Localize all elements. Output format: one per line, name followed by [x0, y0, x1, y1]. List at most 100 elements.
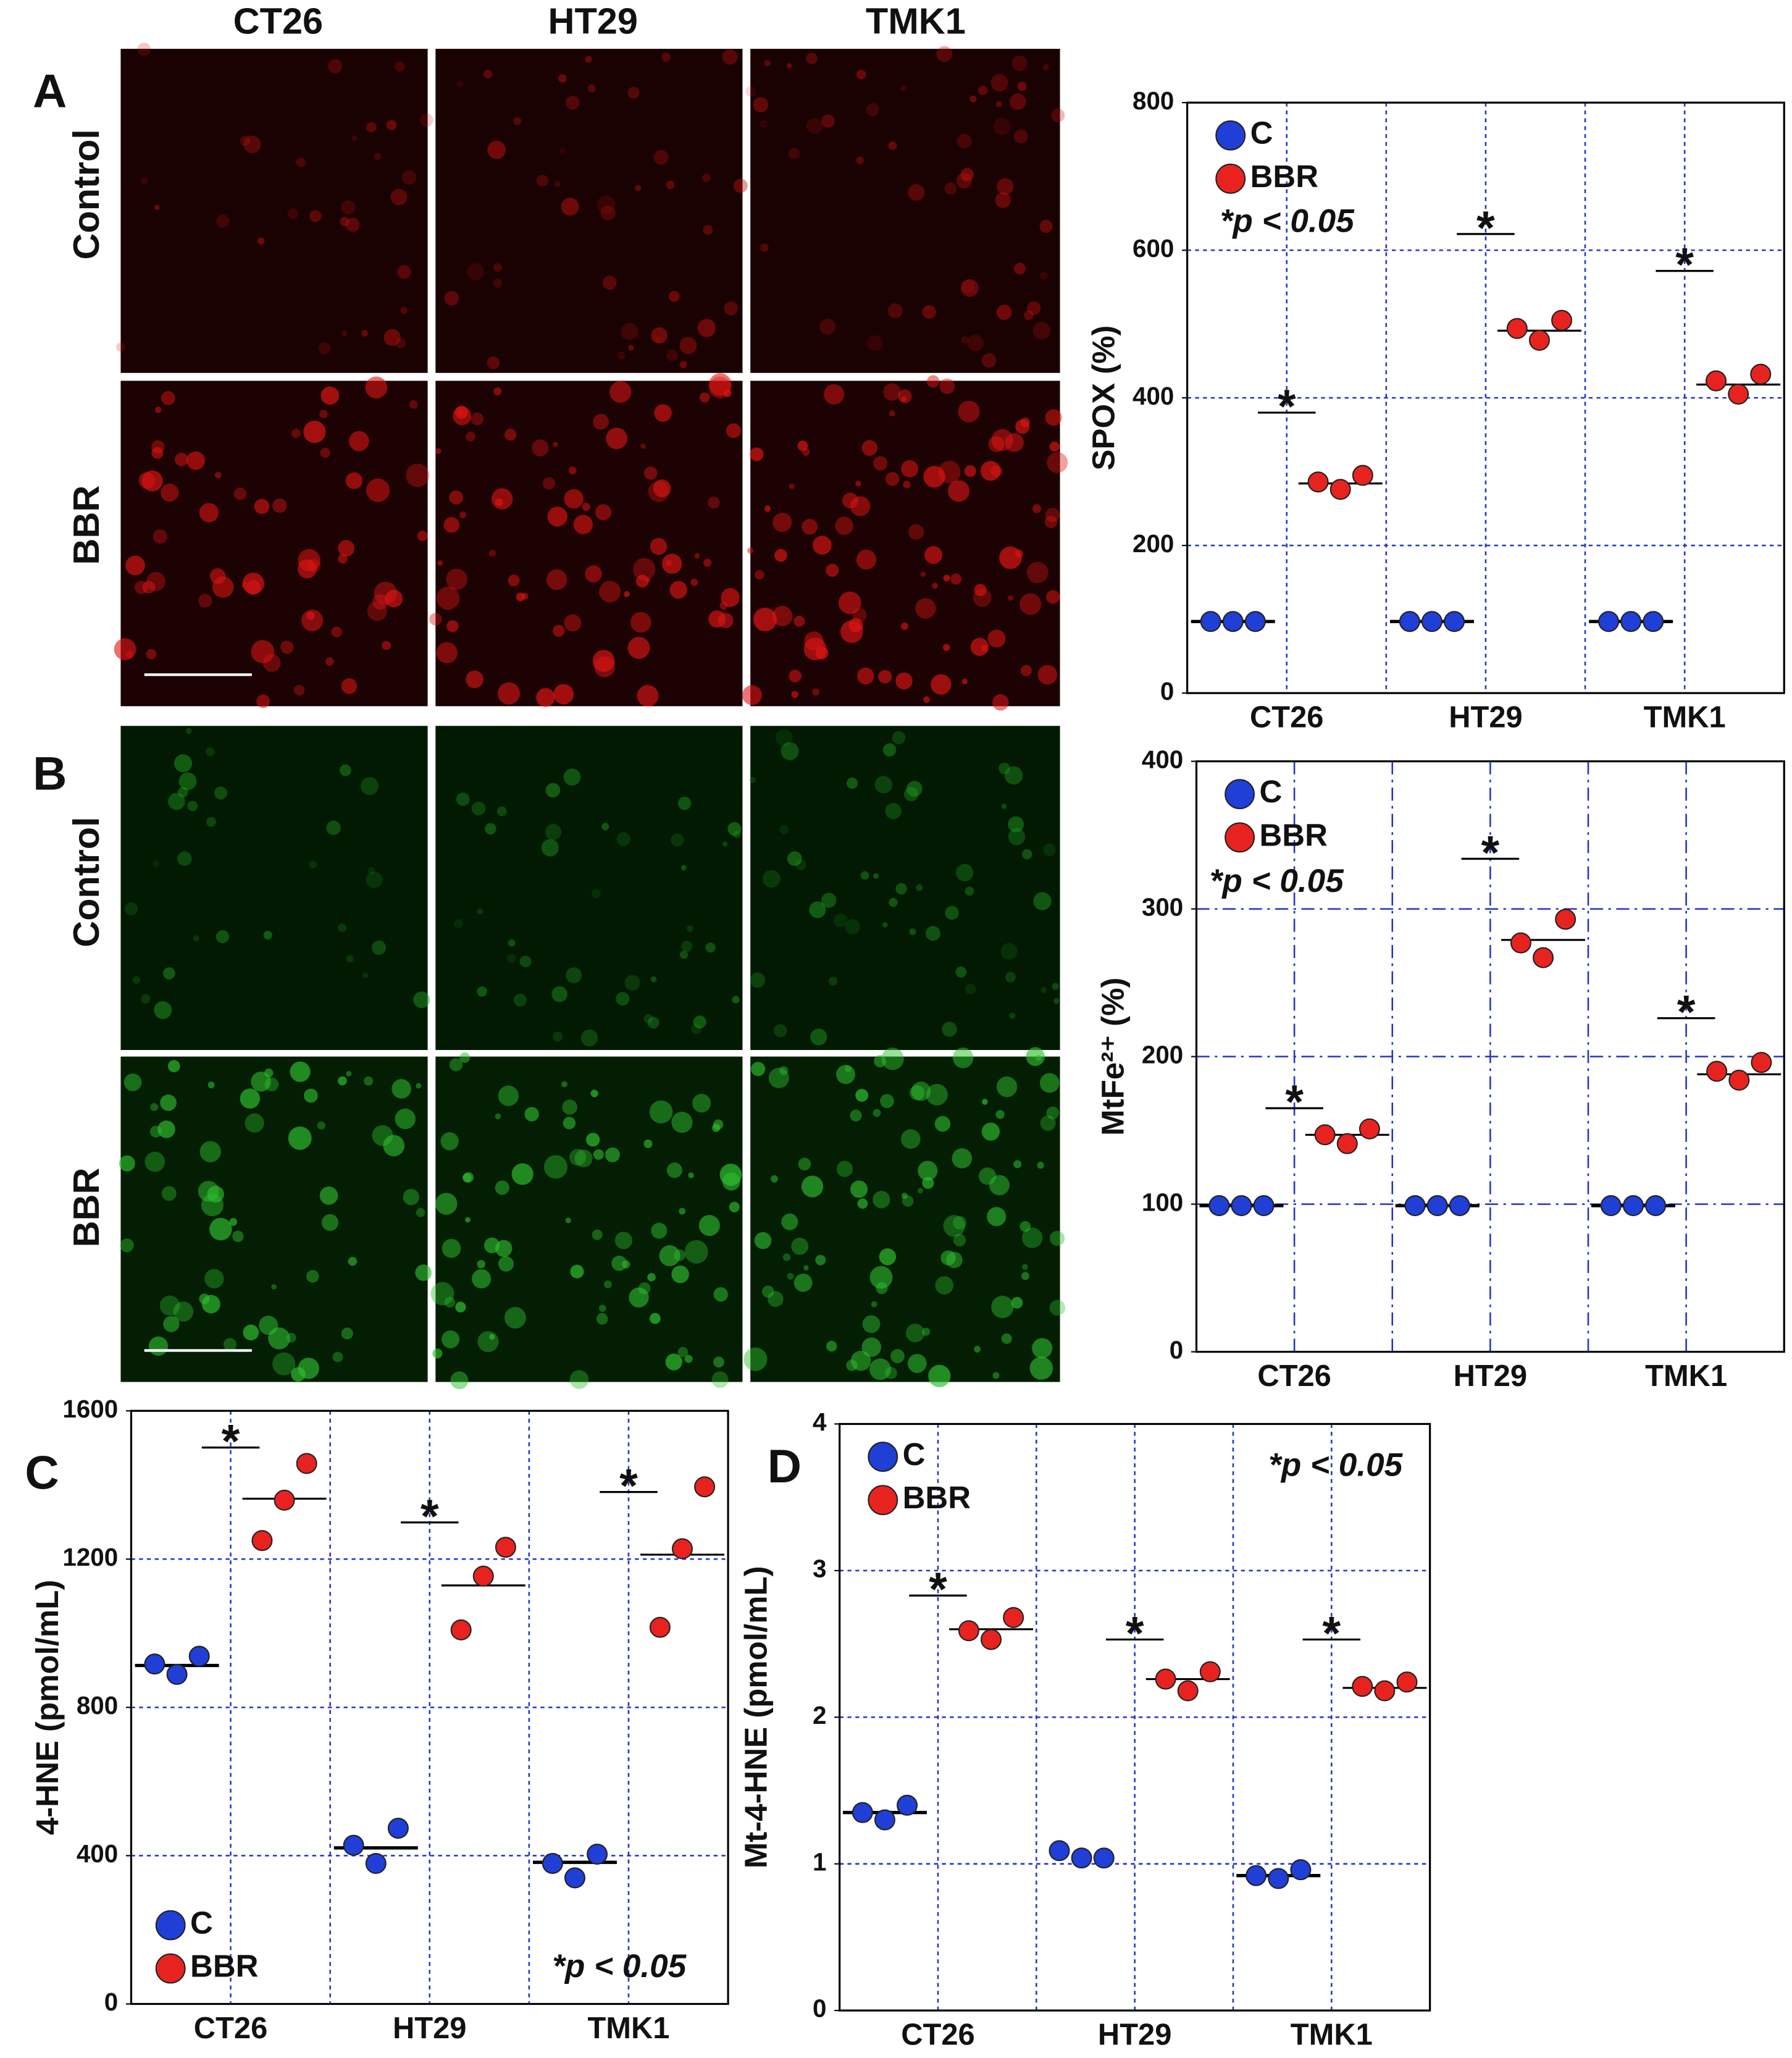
data-point: [874, 1809, 895, 1831]
cell: [309, 860, 317, 868]
cell: [592, 889, 601, 898]
cell: [374, 153, 382, 161]
cell: [367, 601, 387, 621]
cell: [240, 1088, 261, 1109]
panel-label: D: [768, 1440, 802, 1493]
cell: [173, 1301, 194, 1322]
cell: [692, 1093, 711, 1113]
cell: [874, 1055, 887, 1068]
cell: [178, 787, 188, 797]
cell: [1039, 1073, 1060, 1093]
cell: [365, 376, 388, 399]
cell: [198, 594, 212, 608]
cell: [821, 892, 837, 908]
data-point: [1399, 611, 1420, 632]
plot-frame: [839, 1422, 1431, 2012]
data-point: [1728, 1069, 1750, 1091]
cell: [815, 1254, 826, 1266]
cell: [508, 939, 516, 947]
cell: [498, 1256, 514, 1272]
cell: [690, 578, 698, 586]
cell: [1026, 561, 1049, 584]
cell: [760, 120, 768, 128]
data-point: [1231, 1195, 1252, 1216]
cell: [233, 487, 247, 500]
cell: [562, 1099, 578, 1115]
cell: [1009, 1012, 1016, 1019]
cell: [974, 1345, 981, 1353]
cell: [768, 1291, 784, 1307]
cell: [953, 1216, 967, 1230]
cell: [688, 1172, 694, 1178]
cell: [168, 792, 185, 810]
cell: [772, 605, 793, 626]
cell: [722, 49, 738, 65]
cell: [995, 1110, 1005, 1119]
cell: [212, 576, 234, 598]
legend-label: BBR: [190, 1949, 258, 1984]
cell: [821, 114, 835, 128]
significance-star: *: [222, 1416, 240, 1468]
significance-star: *: [1278, 380, 1296, 433]
significance-star: *: [421, 1490, 439, 1543]
cell: [755, 569, 764, 580]
cell: [146, 572, 165, 591]
data-point: [897, 1794, 918, 1816]
cell: [907, 1354, 927, 1373]
cell: [114, 638, 136, 661]
cell: [768, 1067, 789, 1088]
cell: [630, 611, 651, 633]
cell: [395, 61, 405, 72]
cell: [722, 1172, 740, 1191]
cell: [908, 183, 925, 201]
cell: [401, 170, 417, 185]
cell: [991, 1295, 1014, 1319]
cell: [570, 1264, 584, 1279]
cell: [545, 783, 561, 798]
cell: [309, 210, 322, 222]
cell: [901, 622, 908, 630]
cell: [669, 581, 688, 599]
cell: [990, 74, 1008, 91]
cell: [616, 832, 630, 846]
cell: [1013, 262, 1026, 275]
cell: [836, 1065, 856, 1085]
cell: [903, 787, 919, 802]
cell: [321, 1214, 339, 1231]
cell: [679, 1208, 686, 1215]
data-point: [450, 1619, 472, 1640]
cell: [713, 1119, 724, 1130]
cell: [536, 175, 548, 187]
cell: [463, 1172, 474, 1183]
cell: [944, 182, 957, 195]
cell: [856, 69, 866, 80]
cell: [661, 553, 682, 574]
cell: [290, 1061, 311, 1082]
cell: [592, 1229, 603, 1240]
cell: [793, 615, 805, 627]
data-point: [1620, 611, 1642, 632]
legend-marker: [1215, 120, 1246, 151]
cell: [366, 872, 383, 888]
data-point: [1750, 363, 1772, 385]
cell: [214, 786, 228, 800]
cell: [193, 934, 199, 942]
cell: [466, 670, 484, 689]
y-tick-label: 0: [813, 1994, 826, 2023]
cell: [153, 860, 160, 867]
legend-label: C: [1250, 116, 1273, 151]
cell: [668, 291, 680, 302]
data-point: [1506, 317, 1528, 339]
cell: [599, 581, 621, 603]
cell: [288, 1126, 312, 1150]
y-tick-label: 800: [1133, 86, 1174, 115]
data-point: [1003, 1606, 1024, 1628]
cell: [362, 972, 369, 978]
cell: [351, 135, 358, 141]
cell: [936, 46, 953, 62]
cell: [967, 335, 984, 351]
cell: [955, 966, 967, 978]
cell: [876, 1282, 888, 1295]
cell: [773, 1023, 787, 1038]
